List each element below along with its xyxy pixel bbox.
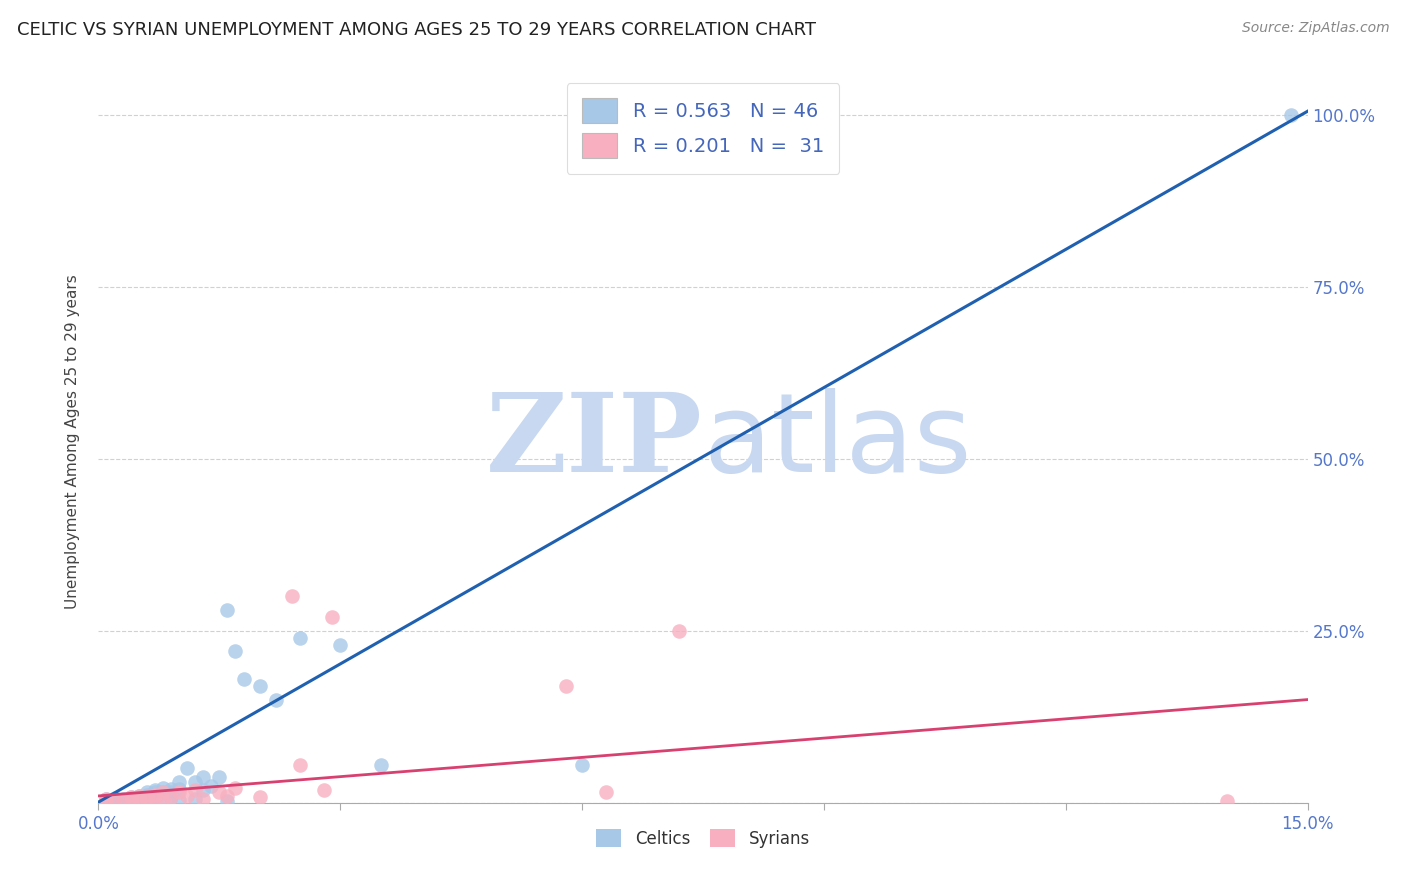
Point — [329, 638, 352, 652]
Point — [103, 791, 125, 805]
Point — [571, 758, 593, 772]
Point — [217, 794, 239, 808]
Point — [167, 782, 190, 797]
Point — [152, 780, 174, 795]
Point — [96, 794, 118, 808]
Point — [208, 785, 231, 799]
Point — [184, 783, 207, 797]
Point — [217, 603, 239, 617]
Point — [167, 775, 190, 789]
Point — [152, 785, 174, 799]
Point — [143, 785, 166, 799]
Point — [152, 785, 174, 799]
Point — [103, 791, 125, 805]
Point — [135, 788, 157, 802]
Point — [200, 779, 222, 793]
Point — [135, 785, 157, 799]
Point — [668, 624, 690, 638]
Point — [135, 789, 157, 804]
Point — [193, 791, 215, 805]
Point — [193, 770, 215, 784]
Point — [128, 791, 150, 805]
Point — [288, 631, 311, 645]
Point — [120, 794, 142, 808]
Point — [96, 792, 118, 806]
Point — [555, 679, 578, 693]
Point — [120, 793, 142, 807]
Point — [135, 790, 157, 805]
Point — [111, 793, 134, 807]
Point — [96, 794, 118, 808]
Point — [103, 793, 125, 807]
Point — [370, 758, 392, 772]
Point — [128, 793, 150, 807]
Point — [152, 791, 174, 805]
Point — [224, 644, 246, 658]
Point — [232, 672, 254, 686]
Point — [128, 789, 150, 803]
Point — [176, 789, 198, 803]
Point — [595, 785, 617, 799]
Point — [193, 783, 215, 797]
Point — [152, 791, 174, 805]
Point — [143, 783, 166, 797]
Point — [249, 679, 271, 693]
Point — [184, 791, 207, 805]
Point — [184, 775, 207, 789]
Point — [1281, 108, 1303, 122]
Point — [120, 790, 142, 805]
Point — [143, 791, 166, 805]
Point — [281, 590, 304, 604]
Point — [321, 610, 343, 624]
Point — [167, 793, 190, 807]
Point — [128, 789, 150, 803]
Point — [120, 790, 142, 805]
Point — [160, 782, 183, 797]
Point — [314, 783, 336, 797]
Point — [160, 790, 183, 805]
Point — [143, 793, 166, 807]
Point — [128, 794, 150, 808]
Point — [1216, 794, 1239, 808]
Point — [264, 692, 287, 706]
Point — [135, 793, 157, 807]
Point — [111, 794, 134, 808]
Point — [111, 793, 134, 807]
Point — [176, 761, 198, 775]
Text: ZIP: ZIP — [486, 388, 703, 495]
Point — [160, 790, 183, 805]
Point — [288, 758, 311, 772]
Text: Source: ZipAtlas.com: Source: ZipAtlas.com — [1241, 21, 1389, 36]
Legend: Celtics, Syrians: Celtics, Syrians — [588, 821, 818, 856]
Point — [224, 780, 246, 795]
Point — [96, 792, 118, 806]
Text: atlas: atlas — [703, 388, 972, 495]
Point — [167, 785, 190, 799]
Point — [217, 789, 239, 803]
Point — [143, 788, 166, 802]
Point — [143, 789, 166, 803]
Y-axis label: Unemployment Among Ages 25 to 29 years: Unemployment Among Ages 25 to 29 years — [65, 274, 80, 609]
Point — [208, 770, 231, 784]
Point — [160, 785, 183, 799]
Point — [111, 791, 134, 805]
Text: CELTIC VS SYRIAN UNEMPLOYMENT AMONG AGES 25 TO 29 YEARS CORRELATION CHART: CELTIC VS SYRIAN UNEMPLOYMENT AMONG AGES… — [17, 21, 815, 39]
Point — [249, 790, 271, 805]
